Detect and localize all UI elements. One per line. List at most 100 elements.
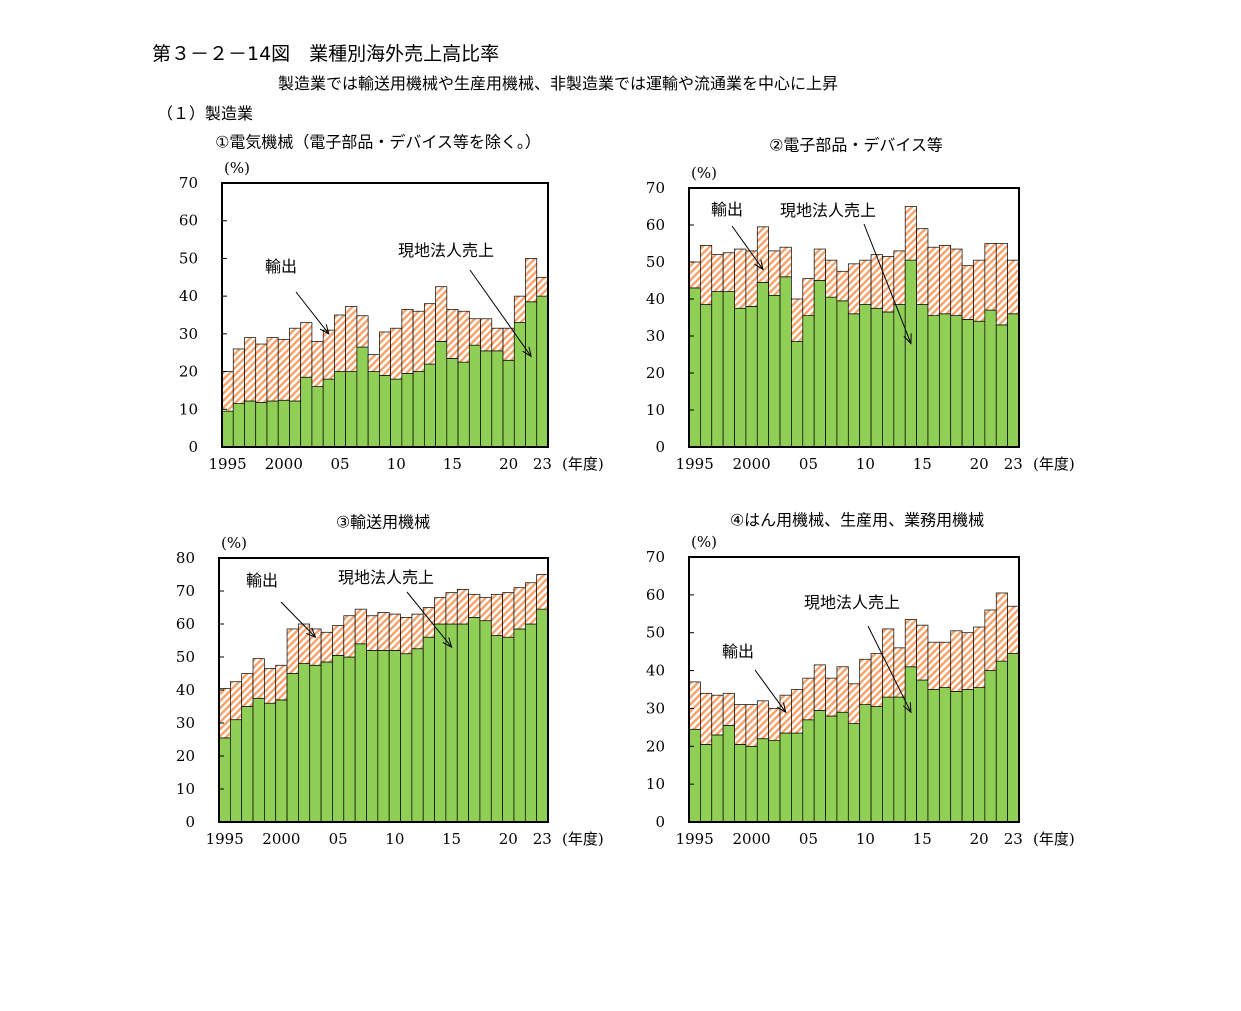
chart3-annotation-label: 輸出 [246,571,278,590]
chart1-bar-local-2006 [345,371,358,448]
chart3-ytick-label: 40 [176,681,195,699]
chart1-bar-export-2014 [435,286,448,342]
chart3-bar-export-2018 [479,597,492,622]
chart2-bar-local-2001 [756,282,770,448]
chart1-bar-export-2012 [412,310,425,372]
chart4-bar-export-2023 [1007,605,1020,654]
chart3-xtick-label: 15 [442,830,461,848]
chart3-bar-local-2008 [366,650,379,823]
chart4-bar-local-1996 [700,744,713,823]
chart1-bar-export-1999 [266,337,279,402]
chart4-ytick-label: 30 [646,699,665,717]
chart4-bar-local-2018 [950,691,963,823]
chart3-bar-local-2009 [377,650,390,823]
chart2-bar-local-2002 [768,294,781,448]
chart4-annotation-arrowhead [776,702,787,714]
chart1-bar-local-2000 [277,399,290,448]
chart3-ytick-label: 0 [185,813,195,831]
chart1-bar-export-2001 [289,327,302,402]
chart2-bar-local-2005 [802,315,815,448]
chart3-annotation-label: 現地法人売上 [338,568,434,587]
chart1-bar-local-2022 [525,301,538,448]
chart2-bar-export-2020 [973,259,986,322]
chart4-bar-local-2005 [802,719,815,823]
chart2-bar-local-2007 [825,296,838,448]
chart4-ytick-label: 40 [646,662,665,680]
chart3-bar-local-2002 [298,663,311,823]
chart4-bar-local-1999 [734,744,747,823]
chart3-bar-local-2021 [513,628,526,823]
chart1-xtick-label: 05 [330,455,349,473]
chart2-xtick-label: 23 [1004,455,1023,473]
chart3-ytick-label: 20 [176,747,195,765]
chart1-ytick-label: 30 [179,325,198,343]
chart3-bar-export-2021 [513,587,526,630]
chart3-bar-local-2006 [343,656,356,823]
chart1-bar-local-2008 [367,371,380,448]
chart2-bar-local-1998 [722,291,735,448]
chart2-annotation-arrowhead [903,333,912,345]
chart1-bar-export-2006 [345,305,358,372]
chart2-bar-export-2007 [825,259,838,298]
chart4-xtick-label: 05 [799,830,818,848]
chart3-bar-export-1998 [252,658,265,699]
chart3-bar-export-2003 [309,628,322,666]
chart2-bar-local-2016 [927,315,940,448]
chart1-bar-local-2017 [468,344,481,448]
chart4-bar-local-2015 [916,679,929,823]
chart2-xtick-label: 2000 [732,455,770,473]
chart3-bar-local-2001 [286,673,299,823]
chart4-bar-export-2014 [904,619,917,668]
chart4-ytick-label: 50 [646,624,665,642]
chart3-annotation-arrowhead [306,627,317,639]
chart2-bar-local-2008 [836,300,849,448]
chart1-ytick-label: 60 [179,212,198,230]
chart3-title: ③輸送用機械 [336,513,430,532]
chart1-bar-export-2020 [502,327,515,361]
chart3-annotation-arrowhead [442,637,453,649]
chart3-annotation-arrow [406,591,452,648]
chart3-bar-export-2014 [434,597,447,625]
chart1-bar-export-1996 [232,348,245,404]
chart1-bar-export-2009 [379,331,391,376]
chart2-bar-local-1996 [700,304,713,448]
chart1-ylabel: (%) [224,159,250,177]
chart3-bar-local-2000 [275,699,288,823]
chart4-ytick-label: 60 [646,586,665,604]
chart4-bar-local-2007 [825,715,838,823]
chart4-bar-local-2011 [870,706,883,823]
chart4-bar-local-2006 [813,709,826,823]
chart4-xtick-label: 20 [970,830,989,848]
chart2-bar-local-1997 [711,291,724,448]
chart2-bar-export-2006 [813,248,826,281]
chart2-bar-export-2002 [768,250,781,296]
chart3-ytick-label: 70 [176,582,195,600]
chart1-ytick-label: 0 [188,438,198,456]
chart1-bar-local-1996 [232,403,245,448]
chart2-bar-local-2014 [904,259,917,448]
chart1-annotation-label: 現地法人売上 [398,241,494,260]
chart3-bar-export-2000 [275,664,288,701]
chart4-bar-local-2013 [893,696,906,823]
chart3-bar-local-2013 [422,636,435,823]
chart3-bar-export-2013 [422,607,435,638]
chart1-annotation-arrow [469,269,532,357]
chart1-bar-local-2011 [401,373,414,448]
chart3-bar-local-1999 [264,702,277,823]
chart3-bar-export-2005 [332,625,345,656]
chart1-bar-export-2002 [300,322,313,378]
chart3-bar-local-2022 [524,623,538,823]
chart1-bar-local-2003 [311,386,324,448]
chart2-bar-local-2011 [870,307,883,448]
chart1-bar-export-2004 [322,329,335,380]
chart1-ytick-label: 40 [179,287,198,305]
chart1-bar-local-1999 [266,400,279,448]
chart4-bar-local-2016 [927,689,940,823]
chart1-ytick-label: 50 [179,249,198,267]
chart3-bar-export-2017 [468,593,481,618]
chart2-bar-local-2015 [916,304,929,448]
chart1-ytick-label: 70 [179,174,198,192]
chart4-bar-export-2017 [938,641,952,688]
chart1-bar-export-2003 [311,341,324,388]
chart3-xlabel: (年度) [562,830,604,848]
